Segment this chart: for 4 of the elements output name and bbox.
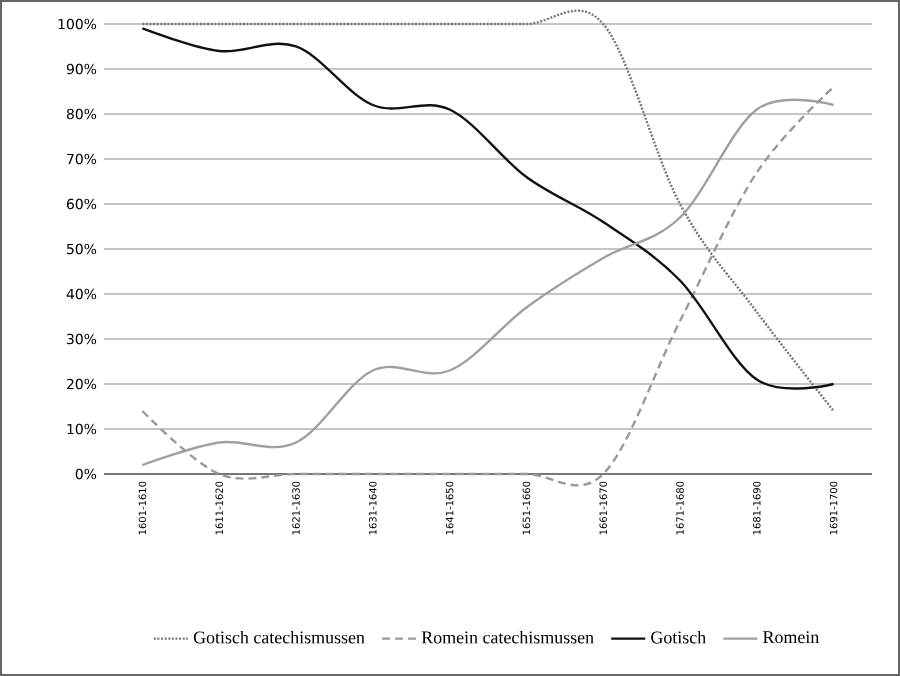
legend-label: Romein [763,631,820,644]
legend-label: Gotisch [651,630,706,644]
legend-label: Gotisch catechismussen [193,630,365,644]
legend-label: Romein catechismussen [421,630,594,644]
